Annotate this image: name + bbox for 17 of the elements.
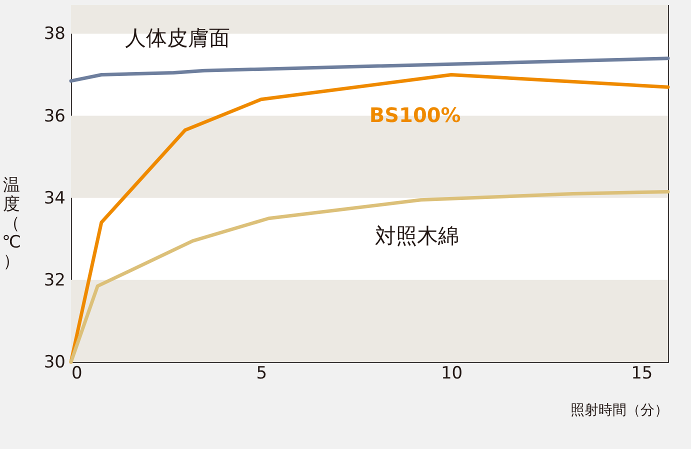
y-tick-label: 32 bbox=[44, 270, 66, 290]
series-label: BS100% bbox=[369, 102, 461, 127]
y-tick-label: 38 bbox=[44, 24, 66, 44]
x-tick-label: 15 bbox=[631, 364, 653, 384]
y-tick-label: 34 bbox=[44, 188, 66, 208]
line-series bbox=[69, 190, 670, 364]
x-tick-label: 5 bbox=[256, 364, 268, 384]
y-axis-title: 温度（℃） bbox=[2, 176, 22, 272]
series-label: 対照木綿 bbox=[375, 224, 460, 248]
x-axis-title: 照射時間（分） bbox=[570, 402, 668, 418]
series-label: 人体皮膚面 bbox=[124, 26, 230, 50]
x-tick-label: 10 bbox=[440, 364, 463, 384]
line-series bbox=[69, 73, 670, 364]
line-series bbox=[69, 56, 670, 83]
y-tick-label: 30 bbox=[44, 352, 66, 372]
x-tick-label: 0 bbox=[72, 364, 82, 384]
y-tick-label: 36 bbox=[44, 106, 66, 126]
